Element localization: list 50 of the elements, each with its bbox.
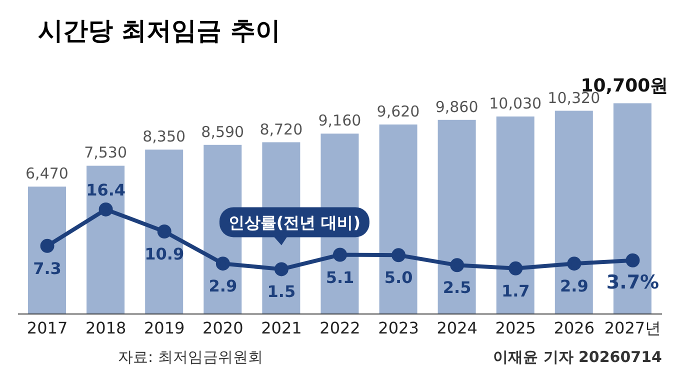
x-tick-label: 2027년 xyxy=(604,318,662,338)
point xyxy=(508,261,523,276)
x-tick-label: 2020 xyxy=(202,318,244,338)
bar xyxy=(379,124,418,314)
data-label: 8,590 xyxy=(201,122,244,141)
point xyxy=(450,258,464,272)
x-tick-label: 2019 xyxy=(144,318,185,338)
chart-title: 시간당 최저임금 추이 xyxy=(37,15,282,47)
data-label: 1.7 xyxy=(501,281,530,300)
data-label: 7.3 xyxy=(33,258,62,278)
bar xyxy=(554,110,593,314)
text: 자료: 최저임금위원회 xyxy=(118,348,263,367)
data-label: 6,470 xyxy=(26,164,68,183)
point xyxy=(333,248,347,262)
bar xyxy=(496,116,534,314)
data-label: 2.5 xyxy=(442,278,472,298)
x-tick-label: 2021 xyxy=(261,318,302,338)
point xyxy=(216,256,230,271)
x-tick-label: 2024 xyxy=(436,318,478,338)
data-label: 8,720 xyxy=(260,120,303,138)
x-tick-label: 2018 xyxy=(85,318,126,338)
bar xyxy=(438,120,476,314)
bar xyxy=(145,150,184,314)
data-label: 9,620 xyxy=(376,102,420,121)
data-label: 10,030 xyxy=(489,94,542,112)
bar xyxy=(86,166,125,314)
data-label: 9,860 xyxy=(435,98,478,116)
x-tick-label: 2026 xyxy=(554,318,595,338)
bar xyxy=(28,186,66,314)
series-label: 인상률(전년 대비) xyxy=(228,213,361,232)
x-tick-label: 2017 xyxy=(26,318,68,338)
x-tick-label: 2023 xyxy=(378,318,419,338)
point xyxy=(626,253,640,268)
data-label: 2.9 xyxy=(208,276,238,296)
data-label: 1.5 xyxy=(267,282,296,302)
point xyxy=(392,248,406,262)
point xyxy=(274,262,288,276)
text: 이재윤 기자 20260714 xyxy=(493,348,662,367)
point xyxy=(157,224,172,238)
data-label: 8,350 xyxy=(142,128,186,146)
point xyxy=(567,256,582,271)
data-label: 5.1 xyxy=(326,268,354,287)
point xyxy=(98,202,113,216)
x-tick-label: 2022 xyxy=(320,318,360,338)
x-tick-label: 2025 xyxy=(495,318,536,338)
data-label: 5.0 xyxy=(384,268,413,288)
data-label: 2.9 xyxy=(560,276,588,296)
data-label: 7,530 xyxy=(84,144,128,162)
point xyxy=(40,238,54,253)
data-label: 9,160 xyxy=(318,112,362,130)
